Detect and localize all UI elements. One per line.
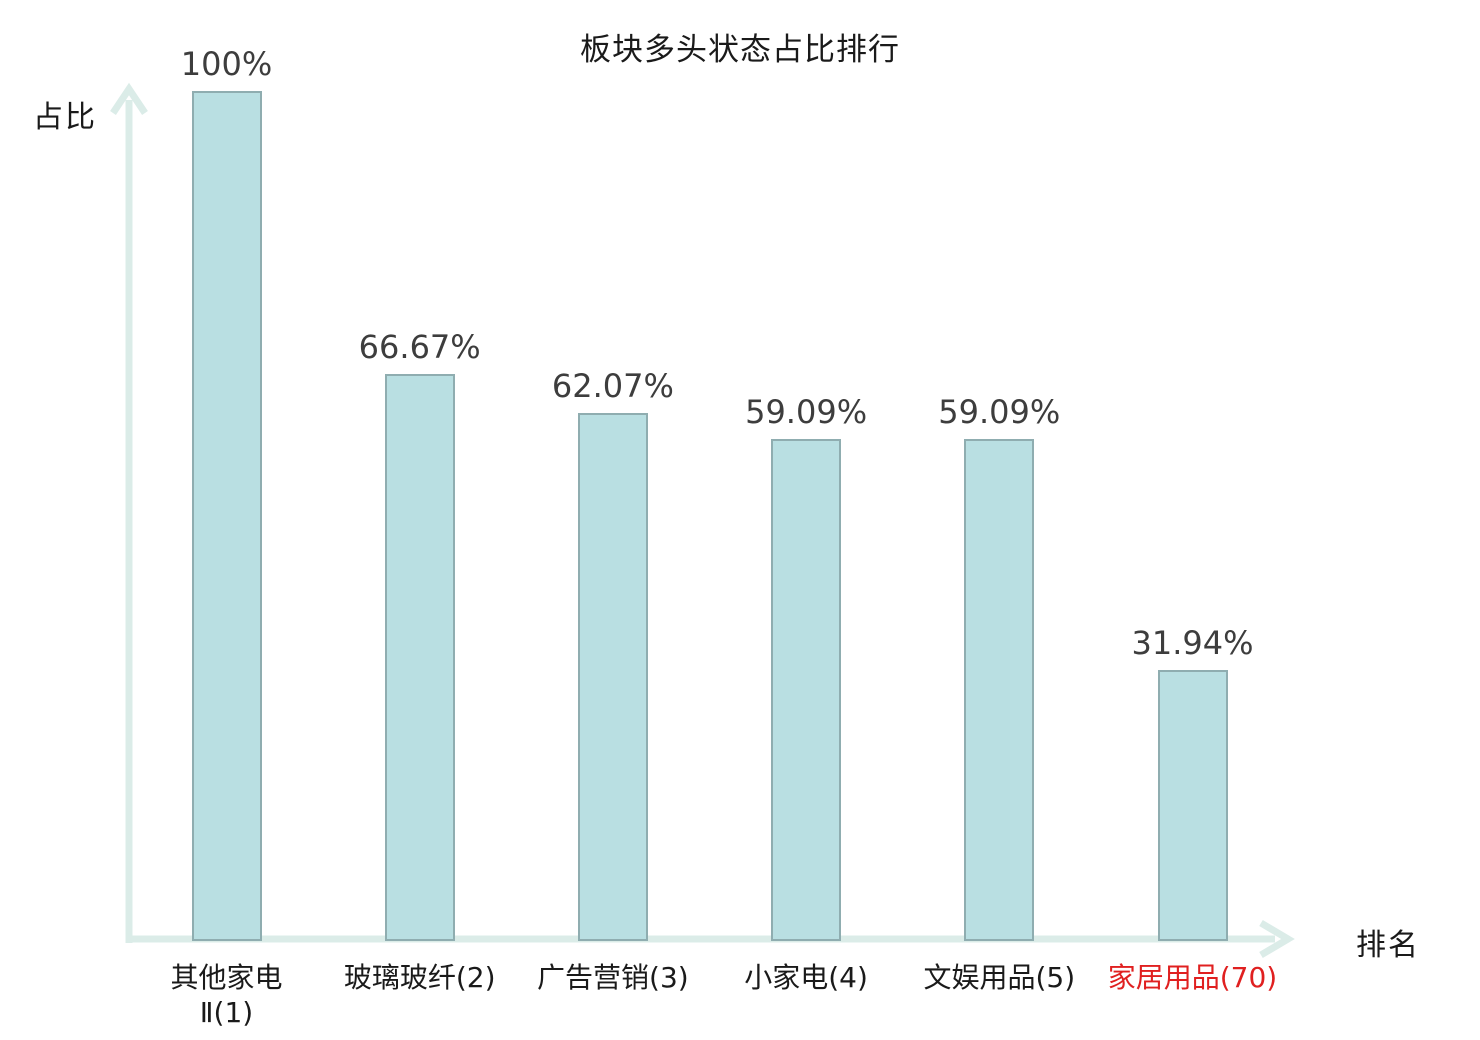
bar-category-label: 文娱用品(5) [829,960,1169,995]
bar-category-label-line: 广告营销(3) [537,961,689,994]
bar-group: 62.07% 广告营销(3) [463,0,763,1040]
bar-value-label: 59.09% [938,393,1061,431]
bar-category-label-line: 其他家电 [170,961,283,994]
x-axis-label: 排名 [1356,928,1420,963]
bar-group: 59.09% 文娱用品(5) [849,0,1149,1040]
bar-value-label: 100% [180,45,273,83]
bar [771,439,842,941]
bar-group: 66.67% 玻璃玻纤(2) [270,0,570,1040]
bar-category-label: 家居用品(70) [1023,960,1363,995]
bar-category-label-line: 家居用品(70) [1107,961,1278,994]
bar-value-label: 31.94% [1131,624,1254,662]
bar-category-label: 玻璃玻纤(2) [250,960,590,995]
x-axis-arrow-icon [1259,919,1295,959]
bar [191,91,262,941]
bar [577,413,648,941]
bar-category-label: 小家电(4) [636,960,976,995]
bar-group: 59.09% 小家电(4) [656,0,956,1040]
bar-group: 100% 其他家电 Ⅱ(1) [77,0,377,1040]
bar-category-label-line: 玻璃玻纤(2) [343,961,496,994]
bar-value-label: 62.07% [551,367,674,405]
y-axis-arrow-icon [110,82,148,115]
bar-category-label-line: 小家电(4) [744,961,868,994]
bar-category-label: 广告营销(3) [443,960,783,995]
bar [964,439,1035,941]
bar-value-label: 59.09% [745,393,868,431]
bar [1157,670,1228,941]
bar-category-label-line: Ⅱ(1) [199,996,254,1029]
chart-title: 板块多头状态占比排行 [580,32,900,68]
bar [384,374,455,941]
y-axis-label: 占比 [33,100,97,135]
bar-category-label: 其他家电 Ⅱ(1) [57,960,397,1030]
bar-group: 31.94% 家居用品(70) [1043,0,1343,1040]
bar-value-label: 66.67% [358,328,481,366]
bar-category-label-line: 文娱用品(5) [923,961,1076,994]
